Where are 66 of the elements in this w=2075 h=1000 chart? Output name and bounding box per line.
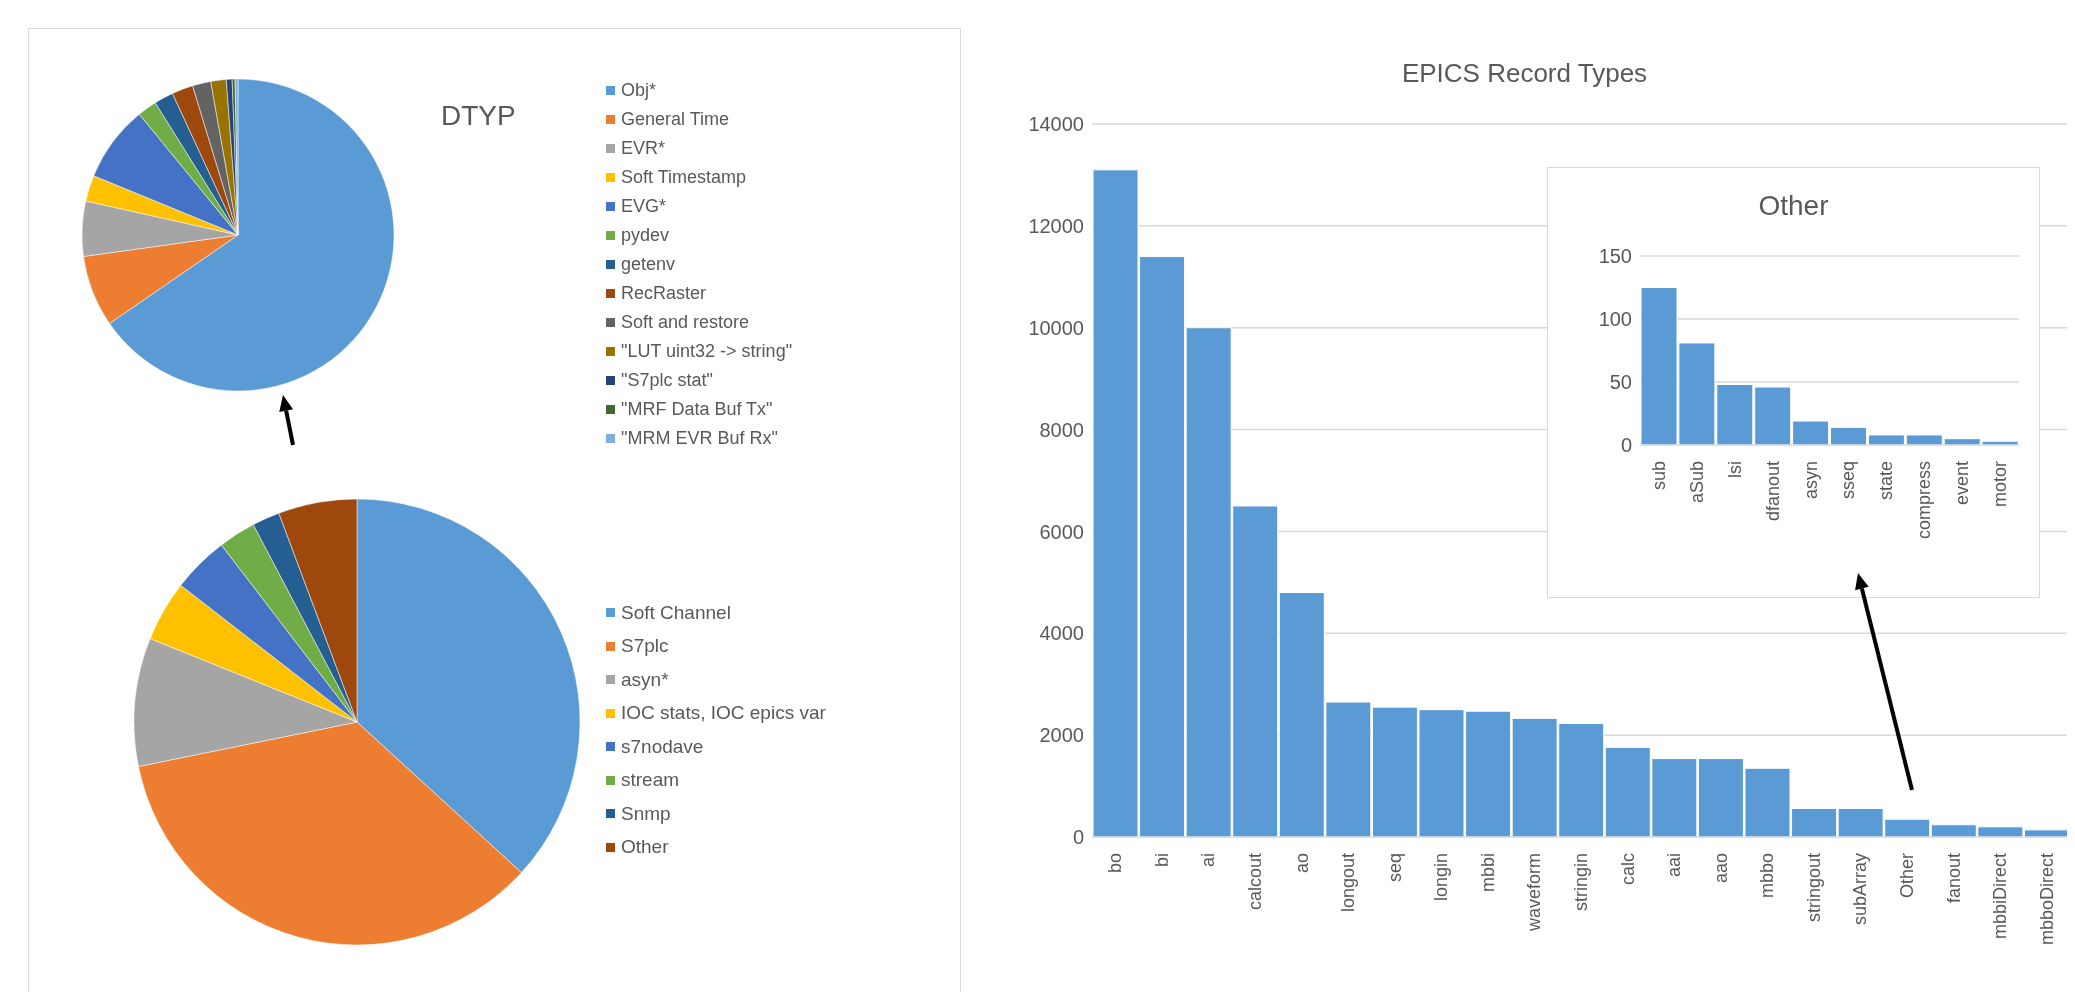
x-tick-label: lsi: [1724, 461, 1745, 478]
y-tick-label: 14000: [1028, 113, 1084, 136]
x-tick-label: aai: [1664, 853, 1685, 878]
x-tick-label: dfanout: [1762, 461, 1783, 522]
x-tick-label: fanout: [1943, 853, 1964, 904]
y-tick-label: 50: [1609, 371, 1632, 394]
y-tick-label: 2000: [1039, 724, 1084, 747]
y-tick-label: 8000: [1039, 418, 1084, 441]
x-tick-label: state: [1876, 461, 1897, 501]
x-tick-label: bi: [1151, 853, 1172, 868]
chart-title: Other: [1757, 190, 1830, 222]
x-tick-label: ao: [1291, 853, 1312, 874]
legend-label: "MRM EVR Buf Rx": [621, 428, 778, 449]
legend-label: Soft and restore: [621, 312, 750, 333]
legend-label: EVG*: [621, 196, 667, 217]
legend-label: pydev: [621, 225, 670, 246]
legend-label: "LUT uint32 -> string": [621, 341, 793, 362]
x-tick-label: bo: [1105, 853, 1126, 874]
legend-label: S7plc: [621, 635, 669, 658]
y-tick-label: 150: [1598, 245, 1632, 268]
x-tick-label: aSub: [1686, 461, 1707, 504]
x-tick-label: calcout: [1245, 853, 1265, 911]
x-tick-label: seq: [1384, 853, 1405, 883]
y-tick-label: 10000: [1028, 316, 1084, 339]
x-tick-label: mbboDirect: [2036, 853, 2057, 946]
x-tick-label: asyn: [1800, 461, 1821, 500]
y-tick-label: 100: [1598, 308, 1632, 331]
legend-label: Soft Timestamp: [621, 167, 747, 188]
chart-title: EPICS Record Types: [1400, 58, 1649, 89]
legend-label: "S7plc stat": [621, 370, 713, 391]
legend-label: s7nodave: [621, 735, 704, 758]
legend-label: Snmp: [621, 802, 671, 825]
y-tick-label: 12000: [1028, 214, 1084, 237]
x-tick-label: waveform: [1524, 853, 1545, 933]
legend-label: General Time: [621, 109, 730, 130]
text: DTYP: [441, 100, 516, 132]
x-tick-label: ai: [1198, 853, 1219, 868]
legend-label: Soft Channel: [621, 601, 731, 624]
y-tick-label: 0: [1620, 434, 1632, 457]
legend-label: Obj*: [621, 80, 657, 101]
legend-label: EVR*: [621, 138, 666, 159]
y-tick-label: 6000: [1039, 520, 1084, 543]
legend-label: IOC stats, IOC epics var: [621, 702, 826, 725]
legend-label: getenv: [621, 254, 676, 275]
x-tick-label: event: [1952, 461, 1973, 506]
x-tick-label: mbbo: [1757, 853, 1778, 899]
x-tick-label: stringout: [1803, 853, 1824, 923]
legend-label: "MRF Data Buf Tx": [621, 399, 773, 420]
x-tick-label: stringin: [1571, 853, 1591, 912]
y-tick-label: 4000: [1039, 622, 1084, 645]
x-tick-label: aao: [1710, 853, 1731, 884]
legend-label: stream: [621, 769, 680, 792]
x-tick-label: longout: [1338, 853, 1359, 913]
x-tick-label: Other: [1897, 853, 1917, 899]
legend-label: asyn*: [621, 668, 669, 691]
x-tick-label: sub: [1648, 461, 1669, 491]
x-tick-label: sseq: [1838, 461, 1859, 500]
x-tick-label: subArray: [1850, 853, 1871, 926]
x-tick-label: mbbiDirect: [1990, 853, 2011, 940]
legend-label: RecRaster: [621, 283, 707, 304]
y-tick-label: 0: [1072, 826, 1084, 849]
x-tick-label: calc: [1617, 853, 1638, 886]
x-tick-label: compress: [1914, 461, 1935, 540]
x-tick-label: mbbi: [1477, 853, 1498, 893]
x-tick-label: longin: [1431, 853, 1452, 902]
x-tick-label: motor: [1990, 461, 2011, 508]
